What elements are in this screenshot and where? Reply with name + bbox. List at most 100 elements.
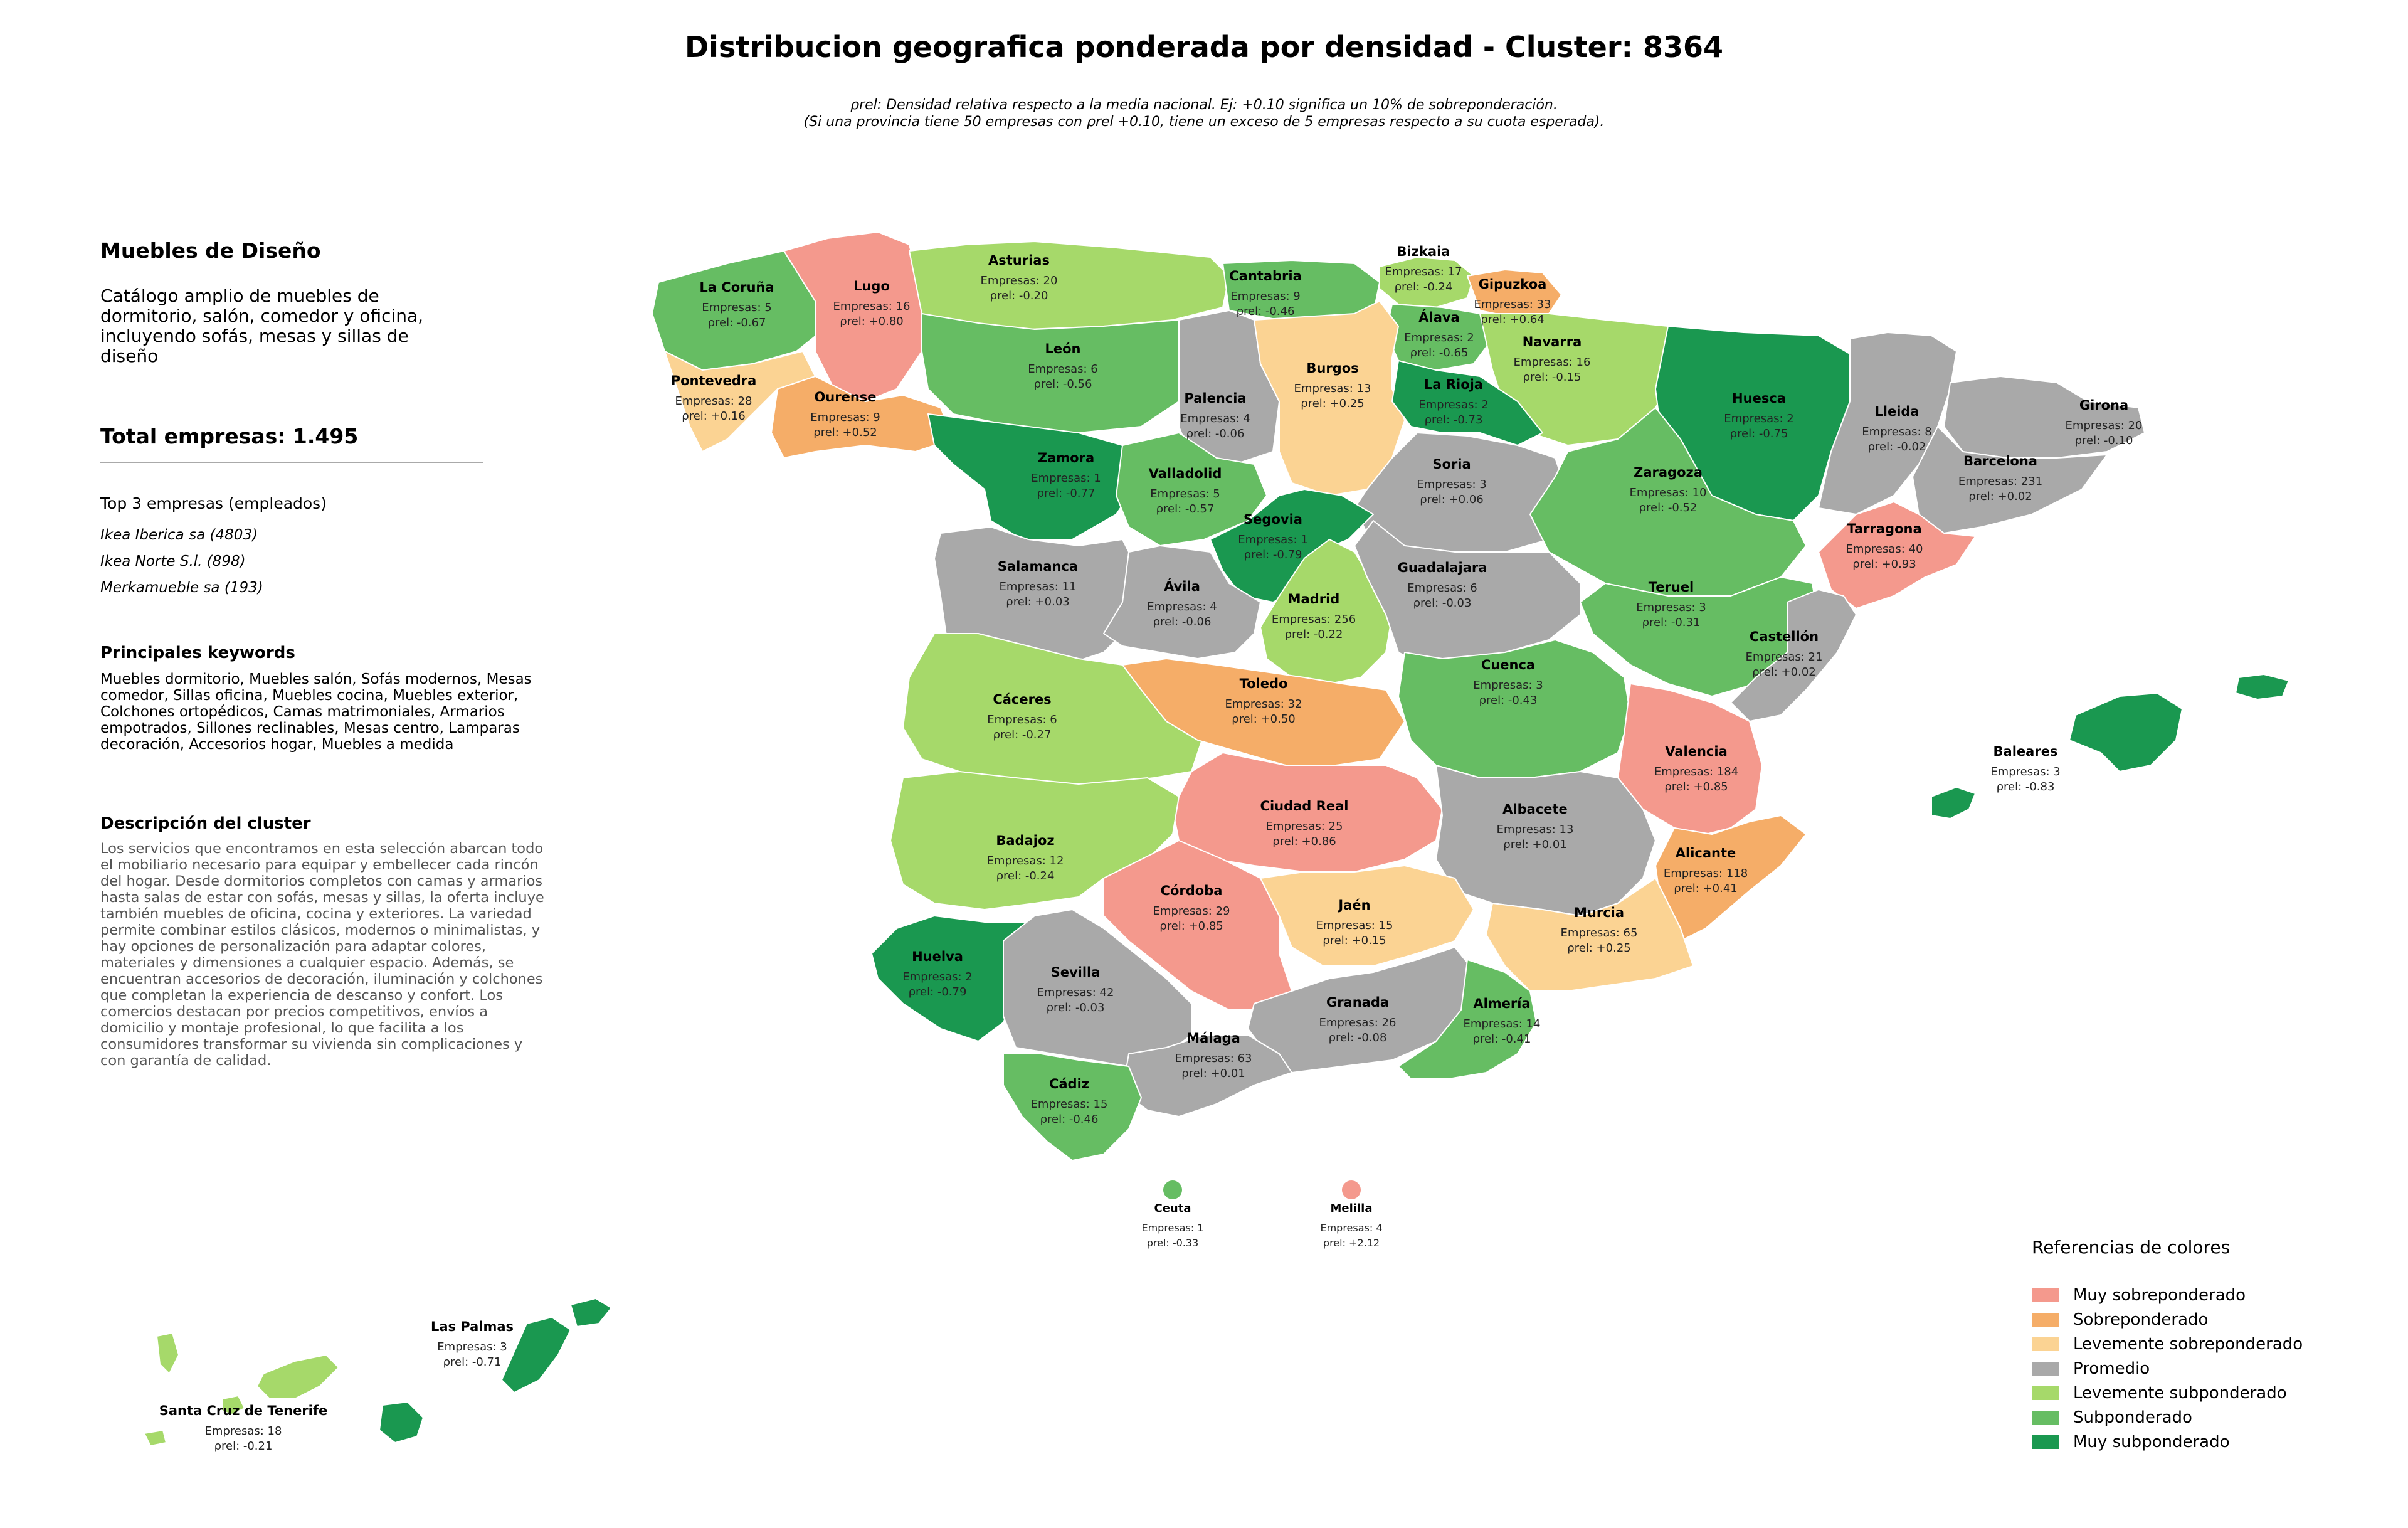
province-name-soria: Soria [1432, 457, 1471, 472]
province-empresas-la-coruna: Empresas: 5 [702, 301, 771, 314]
legend-item-sub: Subponderado [2032, 1405, 2345, 1430]
category-title: Muebles de Diseño [100, 238, 321, 263]
province-name-teruel: Teruel [1649, 580, 1694, 595]
province-name-cuenca: Cuenca [1481, 657, 1535, 672]
province-name-jaen: Jaén [1337, 898, 1370, 913]
legend-item-sobre: Sobreponderado [2032, 1307, 2345, 1332]
province-name-albacete: Albacete [1502, 802, 1568, 817]
province-name-ciudad-real: Ciudad Real [1260, 798, 1349, 814]
province-rho-lugo: ρrel: +0.80 [840, 315, 903, 328]
province-name-avila: Ávila [1164, 578, 1200, 594]
legend-item-muy-sobre: Muy sobreponderado [2032, 1283, 2345, 1307]
province-tarragona [1818, 501, 1976, 609]
province-empresas-cuenca: Empresas: 3 [1473, 679, 1543, 692]
province-empresas-las-palmas: Empresas: 3 [437, 1340, 507, 1354]
province-pontevedra [664, 351, 816, 452]
province-rho-palencia: ρrel: -0.06 [1186, 427, 1245, 440]
province-rho-cadiz: ρrel: -0.46 [1040, 1113, 1099, 1126]
province-name-santa-cruz-de-tenerife: Santa Cruz de Tenerife [159, 1403, 328, 1418]
province-guadalajara [1354, 520, 1581, 666]
province-la-coruna [652, 250, 828, 371]
province-santa-cruz-de-tenerife [256, 1354, 339, 1399]
province-sevilla [1003, 909, 1192, 1067]
top3-item: Ikea Norte S.l. (898) [100, 553, 246, 570]
province-empresas-teruel: Empresas: 3 [1636, 601, 1706, 614]
province-rho-alicante: ρrel: +0.41 [1674, 882, 1737, 895]
description-text: Los servicios que encontramos en esta se… [100, 841, 544, 1069]
province-name-barcelona: Barcelona [1963, 454, 2037, 469]
legend-swatch [2032, 1312, 2059, 1327]
province-empresas-huelva: Empresas: 2 [902, 970, 972, 984]
province-jaen [1260, 865, 1474, 967]
province-empresas-barcelona: Empresas: 231 [1958, 475, 2042, 488]
province-empresas-cordoba: Empresas: 29 [1153, 905, 1230, 918]
province-empresas-pontevedra: Empresas: 28 [675, 395, 752, 408]
total-companies: Total empresas: 1.495 [100, 424, 359, 448]
province-empresas-baleares: Empresas: 3 [1990, 765, 2060, 778]
category-description: Catálogo amplio de muebles de dormitorio… [100, 285, 424, 366]
province-name-madrid: Madrid [1288, 592, 1340, 607]
province-rho-zamora: ρrel: -0.77 [1037, 487, 1096, 500]
top3-item: Ikea Iberica sa (4803) [100, 527, 258, 543]
province-name-girona: Girona [2079, 398, 2128, 413]
province-rho-ciudad-real: ρrel: +0.86 [1272, 835, 1336, 848]
province-name-zamora: Zamora [1038, 450, 1094, 465]
keywords-text: Muebles dormitorio, Muebles salón, Sofás… [100, 671, 532, 753]
province-girona [1943, 376, 2145, 459]
province-name-leon: León [1045, 341, 1080, 356]
province-empresas-alicante: Empresas: 118 [1664, 867, 1748, 880]
province-empresas-bizkaia: Empresas: 17 [1385, 265, 1462, 279]
province-empresas-la-rioja: Empresas: 2 [1418, 398, 1488, 411]
description-heading: Descripción del cluster [100, 814, 311, 833]
province-las-palmas-island [378, 1401, 425, 1444]
province-empresas-zaragoza: Empresas: 10 [1630, 486, 1707, 499]
province-rho-barcelona: ρrel: +0.02 [1968, 490, 2032, 503]
province-empresas-ourense: Empresas: 9 [810, 411, 880, 424]
province-name-toledo: Toledo [1240, 676, 1288, 691]
province-name-valencia: Valencia [1665, 744, 1727, 759]
province-rho-almeria: ρrel: -0.41 [1473, 1032, 1531, 1046]
province-empresas-almeria: Empresas: 14 [1464, 1017, 1541, 1031]
province-empresas-asturias: Empresas: 20 [981, 274, 1058, 287]
province-rho-jaen: ρrel: +0.15 [1323, 934, 1386, 947]
province-empresas-castellon: Empresas: 21 [1746, 650, 1823, 664]
province-rho-leon: ρrel: -0.56 [1034, 378, 1092, 391]
legend-swatch [2032, 1386, 2059, 1400]
province-empresas-granada: Empresas: 26 [1319, 1016, 1397, 1029]
province-rho-cuenca: ρrel: -0.43 [1479, 694, 1538, 707]
province-empresas-malaga: Empresas: 63 [1175, 1052, 1252, 1065]
province-rho-teruel: ρrel: -0.31 [1642, 616, 1701, 629]
legend-item-promedio: Promedio [2032, 1356, 2345, 1381]
province-name-lugo: Lugo [853, 279, 890, 294]
legend-title: Referencias de colores [2032, 1237, 2231, 1258]
province-name-huelva: Huelva [912, 949, 963, 964]
province-empresas-valencia: Empresas: 184 [1654, 765, 1738, 778]
province-name-pontevedra: Pontevedra [671, 373, 757, 388]
legend-label: Sobreponderado [2073, 1310, 2209, 1329]
province-empresas-soria: Empresas: 3 [1417, 478, 1486, 491]
color-legend: Referencias de colores Muy sobreponderad… [2032, 1237, 2345, 1454]
legend-swatch [2032, 1410, 2059, 1425]
province-name-caceres: Cáceres [993, 692, 1051, 707]
province-empresas-sevilla: Empresas: 42 [1037, 986, 1114, 999]
province-empresas-badajoz: Empresas: 12 [987, 854, 1064, 867]
province-bizkaia [1379, 257, 1474, 308]
province-melilla [1342, 1180, 1361, 1199]
province-name-gipuzkoa: Gipuzkoa [1479, 277, 1547, 292]
province-empresas-alava: Empresas: 2 [1404, 331, 1474, 344]
province-name-ceuta: Ceuta [1154, 1202, 1191, 1215]
province-name-cantabria: Cantabria [1229, 268, 1302, 284]
province-rho-las-palmas: ρrel: -0.71 [443, 1356, 502, 1369]
province-empresas-santa-cruz-de-tenerife: Empresas: 18 [205, 1425, 282, 1438]
province-empresas-lugo: Empresas: 16 [833, 300, 911, 313]
province-name-palencia: Palencia [1184, 391, 1246, 406]
legend-label: Levemente subponderado [2073, 1383, 2287, 1403]
top3-heading: Top 3 empresas (empleados) [100, 494, 327, 512]
province-name-la-coruna: La Coruña [699, 280, 774, 295]
province-rho-guadalajara: ρrel: -0.03 [1413, 597, 1472, 610]
province-name-las-palmas: Las Palmas [431, 1319, 514, 1334]
province-rho-cordoba: ρrel: +0.85 [1159, 920, 1223, 933]
legend-label: Levemente sobreponderado [2073, 1334, 2303, 1354]
province-ceuta [1163, 1180, 1182, 1199]
province-name-tarragona: Tarragona [1847, 521, 1921, 536]
